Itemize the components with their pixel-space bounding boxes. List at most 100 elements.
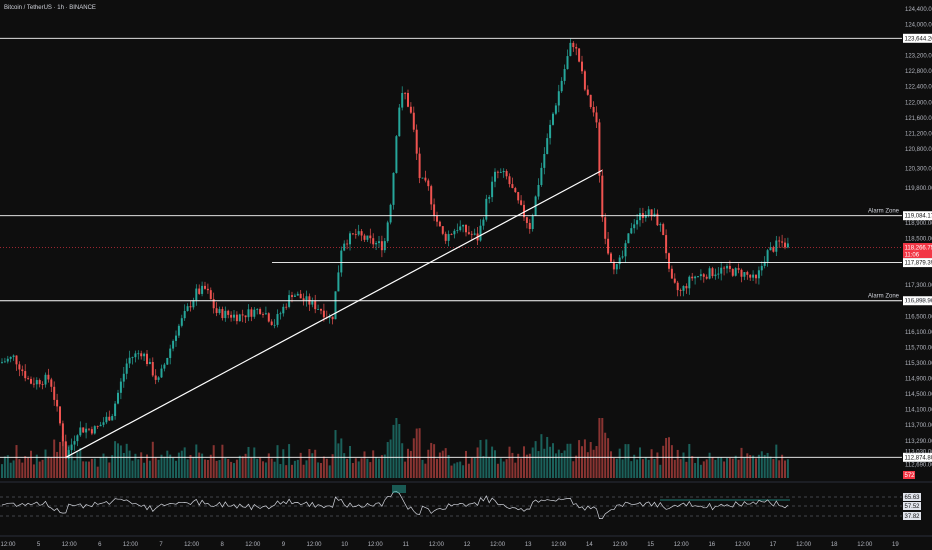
volume-bar <box>496 463 499 478</box>
volume-bar <box>607 438 610 478</box>
candle-body <box>450 234 453 235</box>
x-tick-label: 16 <box>708 542 715 548</box>
candle-body <box>650 209 653 217</box>
volume-bar <box>314 449 317 478</box>
candle-body <box>119 381 122 393</box>
candle-body <box>209 290 212 300</box>
volume-bar <box>195 444 198 478</box>
volume-bar <box>749 455 752 478</box>
candle-body <box>105 416 108 423</box>
volume-bar <box>528 453 531 478</box>
volume-bar <box>505 459 508 478</box>
candle-body <box>204 285 206 289</box>
candle-body <box>554 105 557 114</box>
candle-body <box>627 233 630 244</box>
volume-bar <box>404 461 407 478</box>
candle-body <box>491 181 494 198</box>
x-tick-label: 8 <box>221 542 225 548</box>
candle-body <box>41 384 44 385</box>
volume-bar <box>35 454 38 478</box>
trendline[interactable] <box>65 169 603 458</box>
volume-bar <box>351 462 354 478</box>
volume-bar <box>53 439 56 478</box>
volume-bar <box>433 444 436 478</box>
candle-body <box>737 268 740 270</box>
candle-body <box>328 316 331 318</box>
x-tick-label: 19 <box>892 542 899 548</box>
candle-body <box>525 217 528 223</box>
volume-bar <box>618 448 621 478</box>
current-price-box <box>903 243 932 259</box>
candle-body <box>6 358 9 362</box>
candle-body <box>505 171 508 177</box>
volume-bar <box>569 443 572 478</box>
candle-body <box>749 274 752 278</box>
candle-body <box>636 220 639 225</box>
candle-body <box>59 406 61 424</box>
y-tick-label: 122,400.00 <box>905 85 932 91</box>
candle-body <box>267 313 270 322</box>
volume-bar <box>676 449 679 478</box>
volume-bar <box>166 450 169 478</box>
x-tick-label: 12 <box>464 542 471 548</box>
current-price-label: 118,266.75 <box>905 246 932 252</box>
candle-body <box>154 375 157 380</box>
candle-body <box>546 138 549 155</box>
volume-bar <box>757 454 760 478</box>
volume-bar <box>119 445 122 478</box>
candle-body <box>523 204 525 218</box>
volume-bar <box>534 441 537 478</box>
alarm-zone-label: Alarm Zone <box>868 294 900 300</box>
candle-body <box>459 226 462 231</box>
y-tick-label: 112,690.00 <box>905 462 932 468</box>
level-price-label: 116,898.96 <box>905 299 932 305</box>
candle-body <box>708 268 711 279</box>
candle-body <box>711 268 714 277</box>
volume-bar <box>50 456 53 478</box>
volume-bar <box>769 456 772 478</box>
candle-body <box>253 309 256 317</box>
candle-body <box>111 416 114 421</box>
candle-body <box>273 324 276 326</box>
candle-body <box>366 235 369 240</box>
volume-bar <box>772 459 775 478</box>
candle-body <box>99 424 102 427</box>
candle-body <box>386 222 389 242</box>
candle-body <box>320 308 322 311</box>
candle-body <box>114 403 117 417</box>
candle-body <box>35 380 38 385</box>
volume-bar <box>543 448 546 478</box>
y-tick-label: 122,000.00 <box>905 100 932 106</box>
volume-bar <box>644 457 647 478</box>
candle-body <box>691 276 694 279</box>
candle-body <box>705 276 708 279</box>
candle-body <box>201 285 204 294</box>
candle-body <box>198 288 201 294</box>
volume-bar <box>740 447 743 478</box>
volume-bar <box>499 458 502 478</box>
volume-bar <box>531 447 534 478</box>
price-axis[interactable]: 124,400.00 124,000.00 123,200.00 122,800.00… <box>905 7 932 469</box>
volume-bar <box>647 459 650 478</box>
volume-bar <box>12 460 15 478</box>
candle-body <box>401 92 404 108</box>
candle-body <box>781 241 784 243</box>
volume-bar <box>427 449 430 478</box>
volume-bar <box>386 442 389 478</box>
candle-body <box>656 213 659 226</box>
time-axis[interactable]: 12:00 5 12:00 6 12:00 7 12:00 8 12:00 9 12:00 10 12:… <box>0 542 899 548</box>
volume-bar <box>699 464 702 478</box>
y-tick-label: 114,500.00 <box>905 392 932 398</box>
candle-body <box>108 416 111 421</box>
volume-bar <box>743 457 746 478</box>
candle-body <box>714 274 717 277</box>
candle-body <box>85 428 88 433</box>
volume-bar <box>308 448 311 478</box>
volume-bar <box>717 457 720 478</box>
candle-body <box>279 313 282 315</box>
volume-bar <box>186 459 189 478</box>
volume-bar <box>372 450 375 478</box>
rsi-level-label: 57.52 <box>905 504 921 510</box>
y-tick-label: 116,100.00 <box>905 330 932 336</box>
